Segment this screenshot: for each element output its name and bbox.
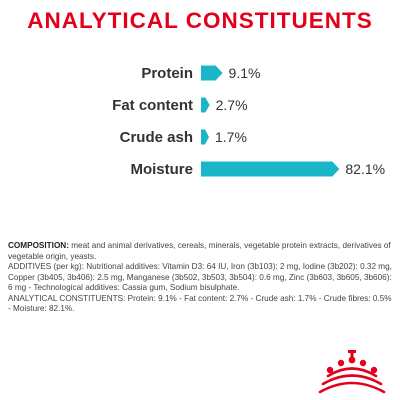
value-label: 1.7% <box>215 129 247 145</box>
category-label: Protein <box>141 65 193 82</box>
composition-text: meat and animal derivatives, cereals, mi… <box>8 241 391 261</box>
composition-heading: COMPOSITION: <box>8 241 69 250</box>
bar <box>201 97 210 113</box>
bar <box>201 65 223 81</box>
category-label: Fat content <box>112 97 193 114</box>
value-label: 82.1% <box>345 161 385 177</box>
royal-canin-crown-logo <box>318 350 386 394</box>
bar <box>201 161 340 177</box>
category-label: Moisture <box>130 161 193 178</box>
additives-text: ADDITIVES (per kg): Nutritional additive… <box>8 262 392 292</box>
composition-paragraph: COMPOSITION: meat and animal derivatives… <box>8 241 392 262</box>
bar <box>201 129 209 145</box>
composition-block: COMPOSITION: meat and animal derivatives… <box>8 241 392 315</box>
category-label: Crude ash <box>120 129 193 146</box>
analytical-constituents-text: ANALYTICAL CONSTITUENTS: Protein: 9.1% -… <box>8 293 392 314</box>
value-label: 2.7% <box>216 97 248 113</box>
analytical-bar-chart: Protein 9.1% Fat content 2.7% Crude ash 1.7% M… <box>112 65 385 178</box>
value-label: 9.1% <box>229 65 261 81</box>
page-title: ANALYTICAL CONSTITUENTS <box>27 8 373 33</box>
